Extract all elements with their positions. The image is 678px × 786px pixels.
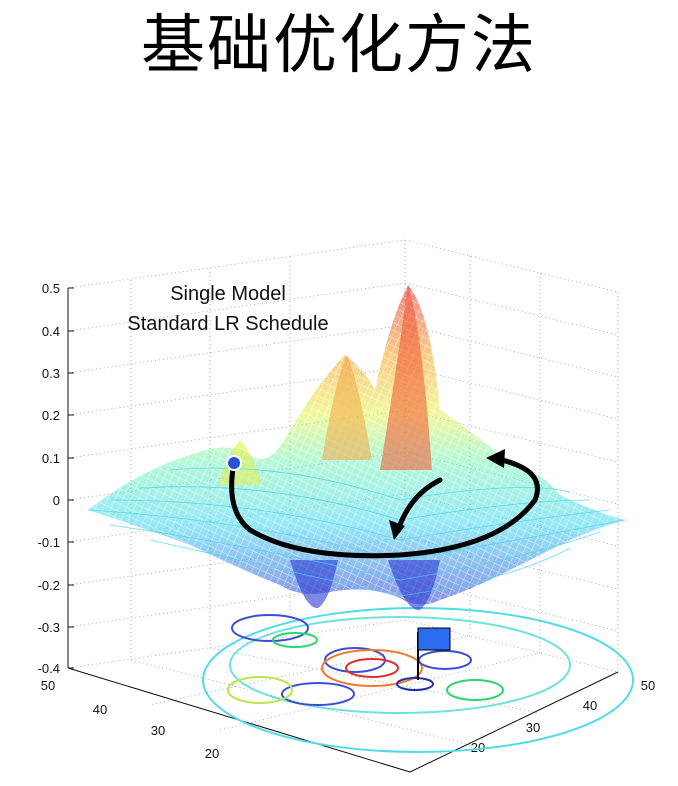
- y-tick-label: 20: [471, 740, 485, 755]
- y-tick-label: 40: [583, 698, 597, 713]
- z-tick-label: -0.3: [38, 620, 60, 635]
- y-tick-label: 30: [526, 720, 540, 735]
- annotation-line-1: Single Model: [170, 283, 286, 305]
- annotation-line-2: Standard LR Schedule: [127, 313, 328, 335]
- x-tick-label: 20: [205, 746, 219, 761]
- z-tick-label: -0.1: [38, 535, 60, 550]
- floor-contours: [202, 607, 634, 753]
- start-point-marker: [226, 455, 242, 471]
- z-tick-label: 0.1: [42, 451, 60, 466]
- y-tick-label: 50: [641, 678, 655, 693]
- slide-title: 基础优化方法: [141, 9, 537, 83]
- x-tick-label: 50: [41, 678, 55, 693]
- trajectory-arrowhead: [486, 449, 505, 468]
- flag-marker: [417, 627, 451, 680]
- z-tick-label: 0.3: [42, 366, 60, 381]
- z-tick-label: -0.2: [38, 578, 60, 593]
- optimization-trajectory: [229, 455, 540, 559]
- z-tick-label: 0: [53, 493, 60, 508]
- z-tick-label: -0.4: [38, 661, 60, 676]
- trajectory-arrowhead: [389, 520, 405, 540]
- z-tick-label: 0.4: [42, 324, 60, 339]
- surface-mesh: [87, 285, 626, 611]
- x-tick-label: 40: [93, 702, 107, 717]
- z-ticks: [68, 287, 74, 669]
- z-tick-label: 0.2: [42, 408, 60, 423]
- z-tick-label: 0.5: [42, 281, 60, 296]
- x-tick-label: 30: [151, 723, 165, 738]
